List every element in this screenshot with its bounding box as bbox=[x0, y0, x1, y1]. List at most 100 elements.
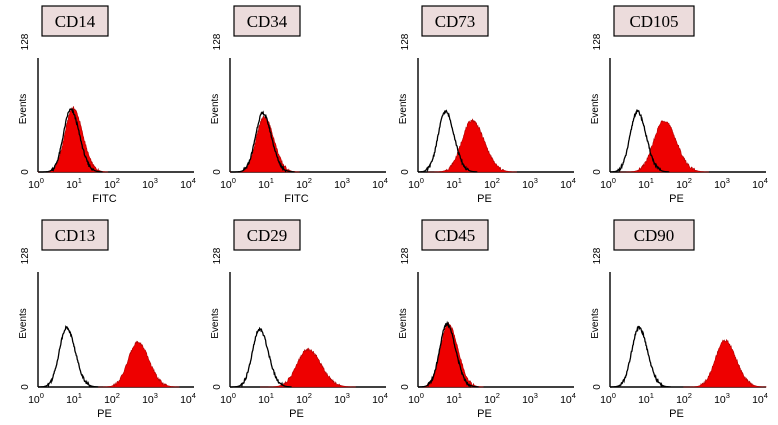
y-axis-label: Events bbox=[590, 308, 601, 339]
y-tick-zero: 0 bbox=[20, 384, 31, 390]
y-tick-zero: 0 bbox=[592, 384, 603, 390]
x-tick-label: 100 bbox=[408, 391, 424, 406]
x-tick-label: 102 bbox=[104, 391, 120, 406]
marker-label: CD105 bbox=[629, 12, 678, 31]
y-tick-max: 128 bbox=[400, 247, 411, 264]
x-tick-label: 103 bbox=[142, 176, 158, 191]
isotype-control-histogram bbox=[38, 108, 103, 173]
x-tick-label: 101 bbox=[638, 391, 654, 406]
x-tick-label: 101 bbox=[446, 391, 462, 406]
stained-histogram bbox=[427, 118, 517, 173]
isotype-control-histogram bbox=[609, 109, 670, 173]
x-tick-label: 100 bbox=[220, 176, 236, 191]
x-tick-label: 100 bbox=[28, 391, 44, 406]
x-tick-label: 104 bbox=[180, 391, 196, 406]
y-tick-zero: 0 bbox=[400, 169, 411, 175]
x-tick-label: 101 bbox=[258, 391, 274, 406]
y-tick-zero: 0 bbox=[400, 384, 411, 390]
marker-tag-box bbox=[41, 5, 109, 37]
stained-histogram bbox=[96, 340, 180, 388]
y-tick-max: 128 bbox=[212, 33, 223, 50]
y-axis-label: Events bbox=[18, 308, 29, 339]
y-axis-label: Events bbox=[590, 94, 601, 125]
x-tick-label: 102 bbox=[296, 176, 312, 191]
marker-label: CD14 bbox=[55, 12, 96, 31]
isotype-control-histogram bbox=[610, 325, 671, 388]
x-tick-label: 101 bbox=[258, 176, 274, 191]
marker-tag-box bbox=[233, 5, 301, 37]
x-tick-label: 101 bbox=[446, 176, 462, 191]
x-tick-label: 103 bbox=[714, 176, 730, 191]
x-tick-label: 104 bbox=[372, 391, 388, 406]
histogram-panel-cd73: CD73 128 0 Events 100 101 102 103 104 PE bbox=[398, 5, 576, 205]
x-tick-label: 100 bbox=[28, 176, 44, 191]
x-axis-channel-label: PE bbox=[669, 408, 684, 420]
y-tick-max: 128 bbox=[592, 247, 603, 264]
marker-label: CD13 bbox=[55, 226, 96, 245]
isotype-control-histogram bbox=[230, 110, 295, 173]
x-tick-label: 103 bbox=[522, 176, 538, 191]
y-tick-zero: 0 bbox=[20, 169, 31, 175]
stained-histogram bbox=[38, 106, 109, 173]
marker-label: CD90 bbox=[634, 226, 675, 245]
x-axis-channel-label: PE bbox=[477, 408, 492, 420]
histogram-panel-cd14: CD14 128 0 Events 100 101 102 103 104 FITC bbox=[18, 5, 196, 205]
marker-label: CD45 bbox=[435, 226, 476, 245]
y-tick-zero: 0 bbox=[212, 169, 223, 175]
marker-tag-box bbox=[613, 5, 695, 37]
histogram-panel-cd105: CD105 128 0 Events 100 101 102 103 104 PE bbox=[590, 5, 768, 205]
y-tick-max: 128 bbox=[20, 247, 31, 264]
isotype-control-histogram bbox=[418, 320, 479, 388]
marker-label: CD29 bbox=[247, 226, 288, 245]
x-tick-label: 104 bbox=[560, 391, 576, 406]
x-tick-label: 104 bbox=[372, 176, 388, 191]
x-tick-label: 102 bbox=[104, 176, 120, 191]
y-axis-label: Events bbox=[18, 94, 29, 125]
histogram-panel-cd29: CD29 128 0 Events 100 101 102 103 104 PE bbox=[210, 219, 388, 420]
x-tick-label: 102 bbox=[676, 391, 692, 406]
stained-histogram bbox=[260, 347, 356, 388]
x-tick-label: 102 bbox=[484, 176, 500, 191]
marker-tag-box bbox=[613, 219, 695, 251]
y-tick-zero: 0 bbox=[212, 384, 223, 390]
x-tick-label: 101 bbox=[638, 176, 654, 191]
x-tick-label: 102 bbox=[676, 176, 692, 191]
x-axis-channel-label: PE bbox=[289, 408, 304, 420]
marker-tag-box bbox=[421, 5, 489, 37]
x-tick-label: 100 bbox=[600, 391, 616, 406]
x-axis-channel-label: FITC bbox=[284, 193, 308, 205]
histogram-panel-cd90: CD90 128 0 Events 100 101 102 103 104 PE bbox=[590, 219, 768, 420]
stained-histogram bbox=[683, 338, 767, 388]
histogram-panel-cd34: CD34 128 0 Events 100 101 102 103 104 FITC bbox=[210, 5, 388, 205]
marker-tag-box bbox=[233, 219, 301, 251]
x-tick-label: 103 bbox=[522, 391, 538, 406]
stained-histogram bbox=[230, 115, 300, 173]
marker-tag-box bbox=[41, 219, 109, 251]
x-axis-channel-label: PE bbox=[97, 408, 112, 420]
isotype-control-histogram bbox=[230, 326, 292, 389]
x-tick-label: 102 bbox=[296, 391, 312, 406]
isotype-control-histogram bbox=[417, 109, 478, 173]
marker-label: CD34 bbox=[247, 12, 288, 31]
x-tick-label: 100 bbox=[220, 391, 236, 406]
y-tick-max: 128 bbox=[20, 33, 31, 50]
y-axis-label: Events bbox=[210, 94, 221, 125]
stained-histogram bbox=[619, 120, 709, 173]
x-axis-channel-label: FITC bbox=[92, 193, 116, 205]
y-tick-max: 128 bbox=[592, 33, 603, 50]
x-tick-label: 103 bbox=[142, 391, 158, 406]
x-tick-label: 104 bbox=[752, 391, 768, 406]
y-axis-label: Events bbox=[398, 94, 409, 125]
histogram-panel-cd45: CD45 128 0 Events 100 101 102 103 104 PE bbox=[398, 219, 576, 420]
y-tick-max: 128 bbox=[400, 33, 411, 50]
x-tick-label: 101 bbox=[66, 391, 82, 406]
marker-tag-box bbox=[421, 219, 489, 251]
x-tick-label: 103 bbox=[334, 391, 350, 406]
x-tick-label: 103 bbox=[714, 391, 730, 406]
isotype-control-histogram bbox=[38, 324, 99, 388]
x-tick-label: 100 bbox=[408, 176, 424, 191]
x-tick-label: 104 bbox=[560, 176, 576, 191]
marker-label: CD73 bbox=[435, 12, 476, 31]
stained-histogram bbox=[417, 322, 484, 388]
